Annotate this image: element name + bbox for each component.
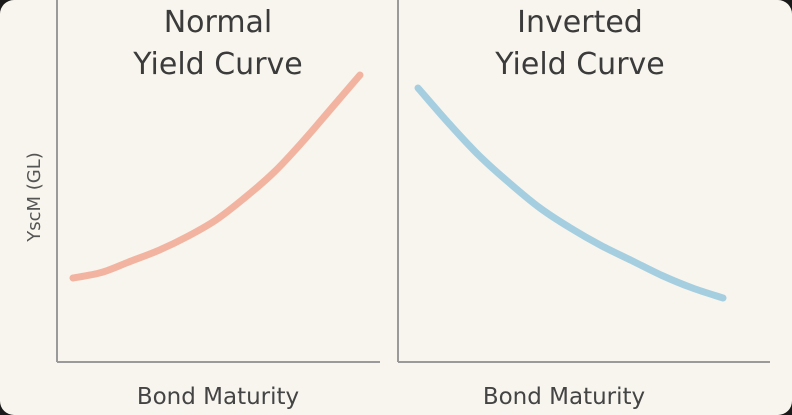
inverted-yield-curve-line [414, 84, 727, 302]
inverted-chart-title-line1: Inverted [517, 5, 643, 40]
normal-x-axis-title: Bond Maturity [137, 384, 299, 410]
inverted-x-axis-title: Bond Maturity [483, 384, 645, 410]
y-axis-title: YscM (GL) [24, 152, 45, 243]
normal-chart-title-line2: Yield Curve [132, 47, 302, 82]
inverted-yield-curve-panel: Inverted Yield Curve Bond Maturity [414, 5, 727, 410]
normal-yield-curve-line [69, 71, 364, 282]
normal-yield-curve-panel: Normal Yield Curve Bond Maturity [56, 0, 380, 410]
inverted-chart-title-line2: Yield Curve [494, 47, 664, 82]
normal-chart-title-line1: Normal [164, 5, 273, 40]
